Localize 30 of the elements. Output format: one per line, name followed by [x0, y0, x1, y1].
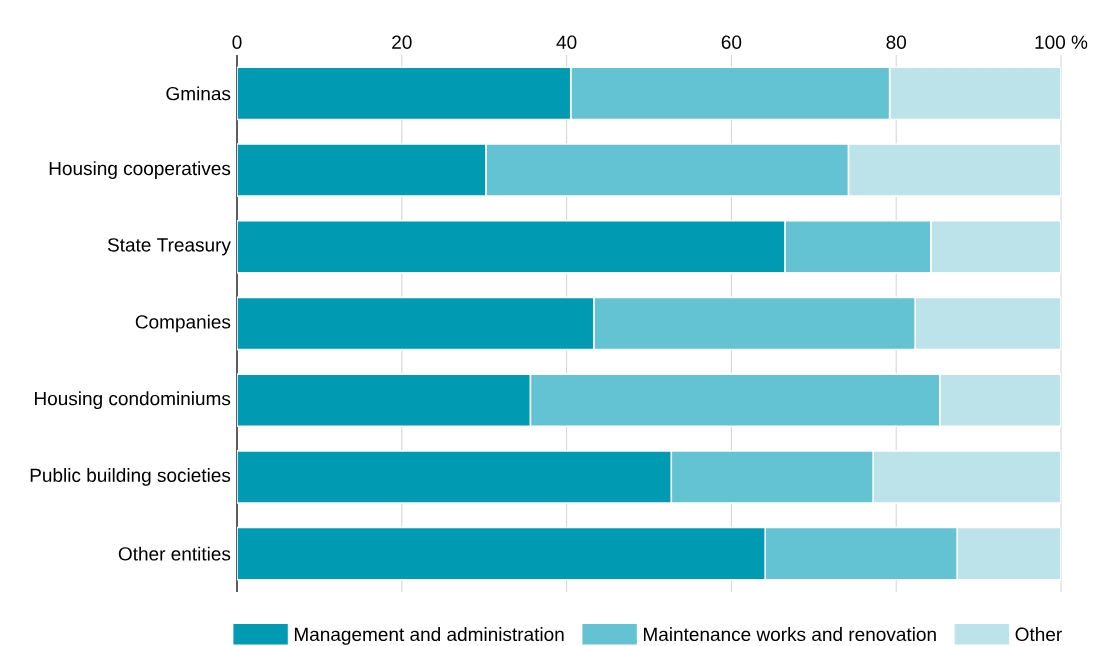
y-tick-label: Housing cooperatives [49, 161, 231, 179]
bar [237, 143, 487, 197]
x-tick-label: 40 [556, 35, 577, 49]
y-tick-label: Housing condominiums [35, 391, 231, 410]
x-tick-label: 60 [721, 35, 742, 49]
bar [930, 219, 1061, 274]
bar [847, 143, 1061, 197]
x-tick-label: 80 [886, 35, 907, 49]
bar [872, 450, 1061, 504]
bar [956, 526, 1061, 581]
y-tick-label: Other entities [118, 546, 231, 561]
bar [237, 296, 595, 351]
bar [237, 450, 673, 504]
y-tick-label: Gminas [166, 86, 231, 101]
bar [237, 526, 766, 581]
bar [237, 219, 786, 274]
x-tick-label: 0 [232, 35, 242, 49]
legend-label: Maintenance works and renovation [643, 627, 936, 642]
bar [888, 66, 1061, 121]
bar [237, 66, 572, 121]
x-tick-label: 20 [392, 35, 412, 49]
legend-label: Management and administration [294, 627, 564, 645]
y-tick-label: Companies [135, 314, 231, 333]
y-tick-label: State Treasury [107, 238, 231, 256]
y-tick-label: Public building societies [30, 468, 231, 486]
x-tick-label: 100 % [1035, 35, 1088, 49]
legend-label: Other [1015, 627, 1062, 642]
bar [939, 373, 1061, 428]
bar [914, 296, 1061, 351]
bar [237, 373, 532, 428]
